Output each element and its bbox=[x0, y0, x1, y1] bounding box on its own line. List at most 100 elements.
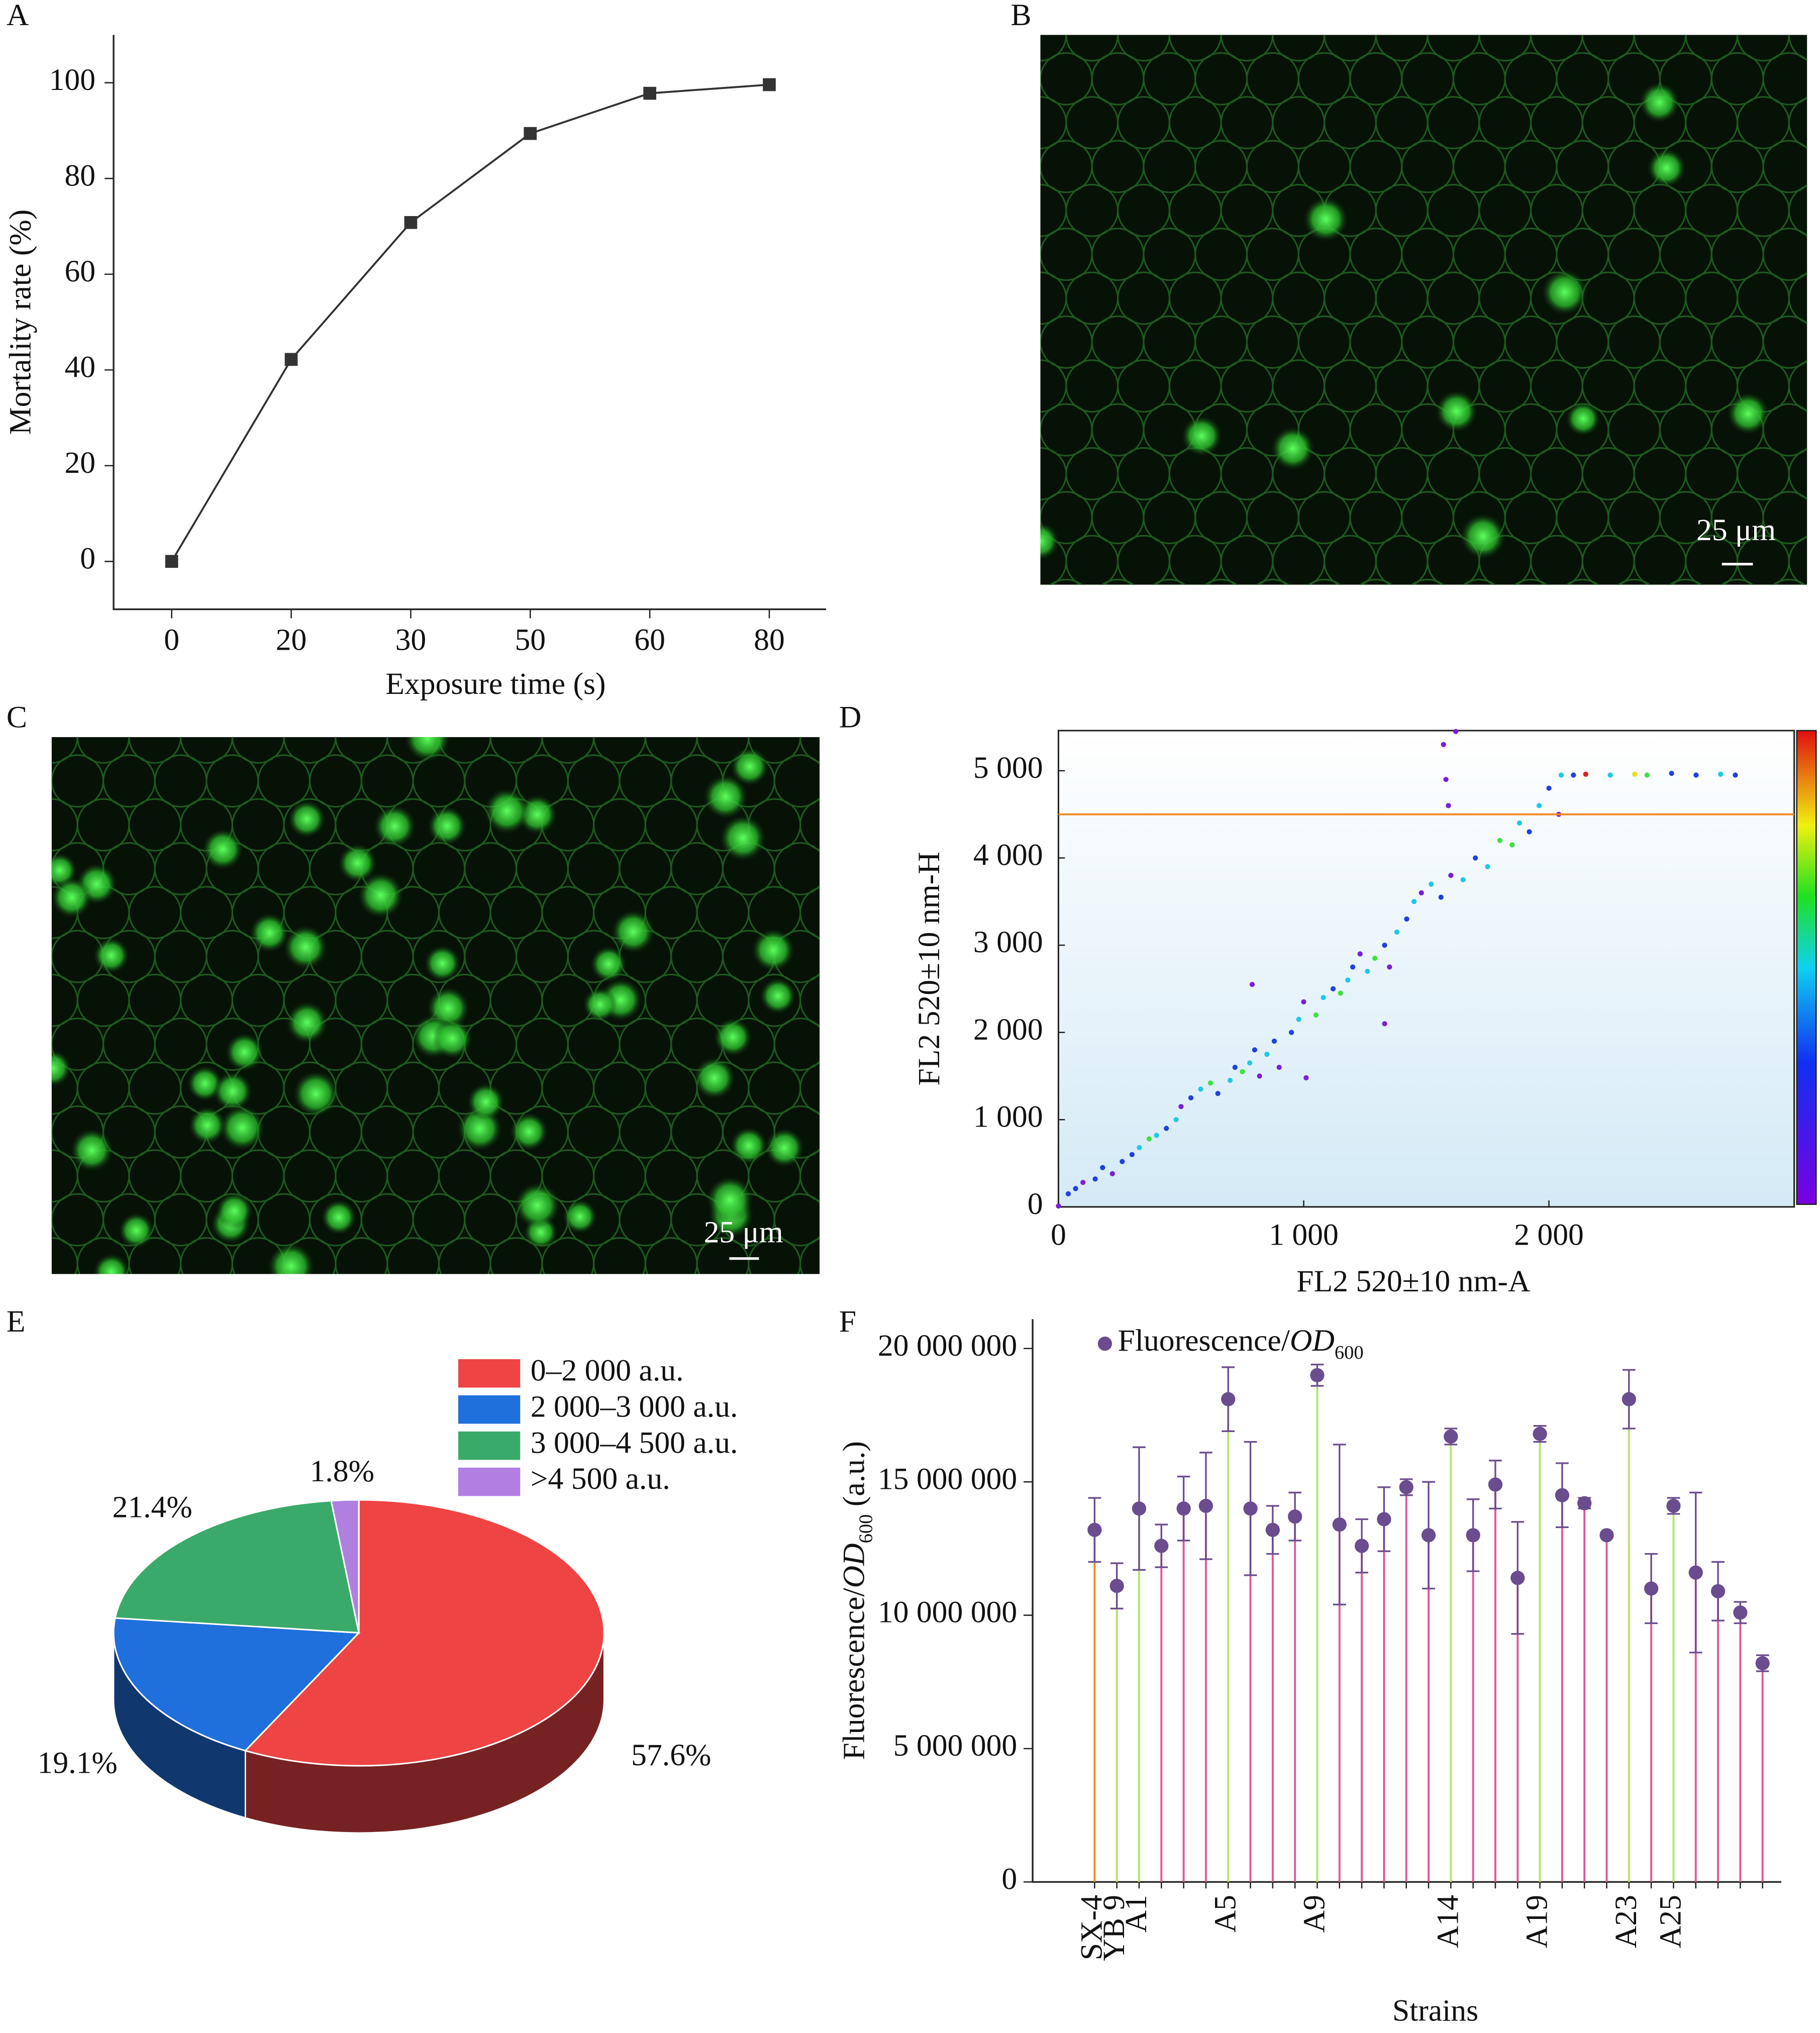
cell bbox=[225, 1033, 264, 1071]
well bbox=[1815, 141, 1820, 192]
cell bbox=[1303, 197, 1348, 242]
point bbox=[1421, 1528, 1436, 1543]
marker bbox=[165, 555, 178, 568]
point bbox=[1546, 785, 1552, 791]
well bbox=[52, 1282, 104, 1334]
cell bbox=[93, 938, 129, 973]
x-tick-label: A1 bbox=[1119, 1895, 1153, 1933]
well bbox=[1168, 35, 1222, 62]
cell bbox=[515, 1182, 560, 1229]
point bbox=[1448, 873, 1454, 878]
y-tick-label: 0 bbox=[1028, 1187, 1043, 1221]
cell bbox=[213, 1071, 252, 1111]
well bbox=[1427, 35, 1480, 62]
x-tick-label: A14 bbox=[1431, 1895, 1465, 1948]
point bbox=[1446, 803, 1451, 808]
cell bbox=[288, 800, 326, 838]
well bbox=[1514, 578, 1548, 585]
well bbox=[773, 842, 820, 895]
well bbox=[310, 1282, 362, 1334]
point bbox=[1338, 990, 1343, 996]
cell bbox=[286, 1001, 328, 1044]
point bbox=[1301, 999, 1306, 1005]
legend-label: 2 000–3 000 a.u. bbox=[531, 1389, 738, 1424]
point bbox=[1100, 1165, 1105, 1170]
marker bbox=[763, 78, 776, 91]
data-label: 1.8% bbox=[310, 1454, 374, 1488]
legend-swatch bbox=[458, 1467, 521, 1496]
well bbox=[489, 737, 543, 764]
well bbox=[541, 737, 595, 764]
scale-bar-label: 25 μm bbox=[704, 1215, 783, 1250]
panel-label: B bbox=[1010, 0, 1031, 32]
well bbox=[1721, 578, 1754, 585]
legend-swatch bbox=[458, 1359, 521, 1388]
well bbox=[1762, 228, 1807, 281]
cell bbox=[1181, 416, 1222, 456]
cell bbox=[714, 1018, 752, 1056]
micrograph bbox=[51, 737, 820, 1334]
point bbox=[1257, 1073, 1262, 1079]
cell bbox=[405, 737, 450, 762]
cell bbox=[428, 806, 467, 846]
y-tick-label: 0 bbox=[80, 541, 95, 575]
point bbox=[1571, 772, 1576, 778]
panel-label: C bbox=[7, 700, 27, 735]
line bbox=[170, 83, 770, 562]
point bbox=[1644, 1581, 1659, 1596]
y-tick-label: 4 000 bbox=[973, 838, 1043, 872]
y-tick-label: 15 000 000 bbox=[878, 1462, 1017, 1496]
pie-slice bbox=[244, 1499, 605, 1767]
cell bbox=[70, 1129, 114, 1172]
well bbox=[671, 1282, 723, 1334]
point bbox=[1488, 1477, 1503, 1492]
well bbox=[799, 974, 820, 1027]
point bbox=[1120, 1159, 1125, 1164]
point bbox=[1137, 1145, 1142, 1150]
well bbox=[1375, 35, 1429, 62]
point bbox=[1453, 729, 1459, 734]
panel-label: F bbox=[839, 1304, 856, 1339]
well bbox=[231, 737, 285, 764]
cell bbox=[1566, 401, 1600, 436]
y-tick-label: 40 bbox=[64, 350, 95, 384]
point bbox=[1387, 964, 1392, 970]
cell bbox=[765, 1128, 804, 1168]
well bbox=[413, 1282, 465, 1334]
point bbox=[1092, 1176, 1098, 1182]
point bbox=[1357, 951, 1363, 957]
well bbox=[1359, 578, 1393, 585]
well bbox=[361, 1282, 413, 1334]
point bbox=[1247, 1060, 1253, 1066]
point bbox=[1558, 772, 1564, 778]
point bbox=[1249, 982, 1255, 987]
y-tick-label: 0 bbox=[1001, 1862, 1017, 1896]
point bbox=[1276, 1064, 1282, 1070]
point bbox=[1332, 1517, 1347, 1532]
x-tick-label: 20 bbox=[276, 623, 307, 657]
point bbox=[1527, 829, 1532, 835]
point bbox=[1087, 1522, 1102, 1537]
well bbox=[438, 737, 491, 764]
point bbox=[1441, 742, 1446, 747]
point bbox=[1382, 1021, 1387, 1027]
well bbox=[180, 737, 233, 764]
point bbox=[1622, 1392, 1636, 1406]
cell bbox=[1460, 514, 1506, 559]
x-tick-label: 2 000 bbox=[1514, 1218, 1584, 1252]
point bbox=[1109, 1579, 1124, 1593]
point bbox=[1460, 877, 1466, 883]
data-label: 21.4% bbox=[113, 1490, 192, 1524]
y-axis-label: Fluorescence/OD600 (a.u.) bbox=[837, 1441, 877, 1760]
point bbox=[1345, 977, 1351, 983]
point bbox=[1365, 969, 1370, 974]
well bbox=[799, 886, 820, 939]
point bbox=[1472, 855, 1478, 861]
cell bbox=[51, 877, 92, 918]
point bbox=[1438, 894, 1444, 900]
point bbox=[1198, 1086, 1203, 1092]
plot-bg bbox=[1057, 730, 1795, 1208]
panel-label: E bbox=[7, 1304, 26, 1339]
well bbox=[723, 1282, 775, 1334]
data-label: 57.6% bbox=[631, 1738, 711, 1772]
